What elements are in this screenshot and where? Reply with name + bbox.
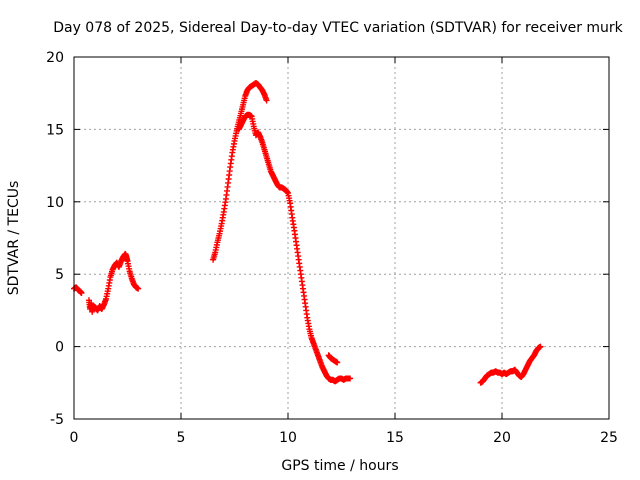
chart-title: Day 078 of 2025, Sidereal Day-to-day VTE… bbox=[53, 20, 623, 36]
y-tick-label: -5 bbox=[50, 412, 64, 428]
x-tick-label: 0 bbox=[70, 430, 79, 446]
y-tick-label: 20 bbox=[46, 50, 64, 66]
x-axis-label: GPS time / hours bbox=[281, 458, 398, 474]
x-tick-label: 20 bbox=[493, 430, 511, 446]
y-tick-label: 15 bbox=[46, 122, 64, 138]
x-tick-label: 25 bbox=[600, 430, 618, 446]
data-point bbox=[135, 285, 142, 292]
y-tick-label: 10 bbox=[46, 195, 64, 211]
data-points bbox=[71, 80, 544, 386]
data-point bbox=[78, 290, 85, 297]
grid-lines bbox=[74, 57, 609, 419]
data-point bbox=[334, 359, 341, 366]
data-point bbox=[347, 375, 354, 382]
x-tick-label: 10 bbox=[279, 430, 297, 446]
axis-ticks bbox=[73, 56, 610, 420]
plot-frame bbox=[73, 56, 610, 420]
y-tick-label: 0 bbox=[55, 340, 64, 356]
data-point bbox=[263, 97, 270, 104]
tick-labels: 0 5 10 15 20 25 -5 0 5 10 15 20 bbox=[46, 50, 618, 446]
y-tick-label: 5 bbox=[55, 267, 64, 283]
y-axis-label: SDTVAR / TECUs bbox=[6, 181, 22, 296]
x-tick-label: 5 bbox=[177, 430, 186, 446]
data-point bbox=[537, 343, 544, 350]
x-tick-label: 15 bbox=[386, 430, 404, 446]
